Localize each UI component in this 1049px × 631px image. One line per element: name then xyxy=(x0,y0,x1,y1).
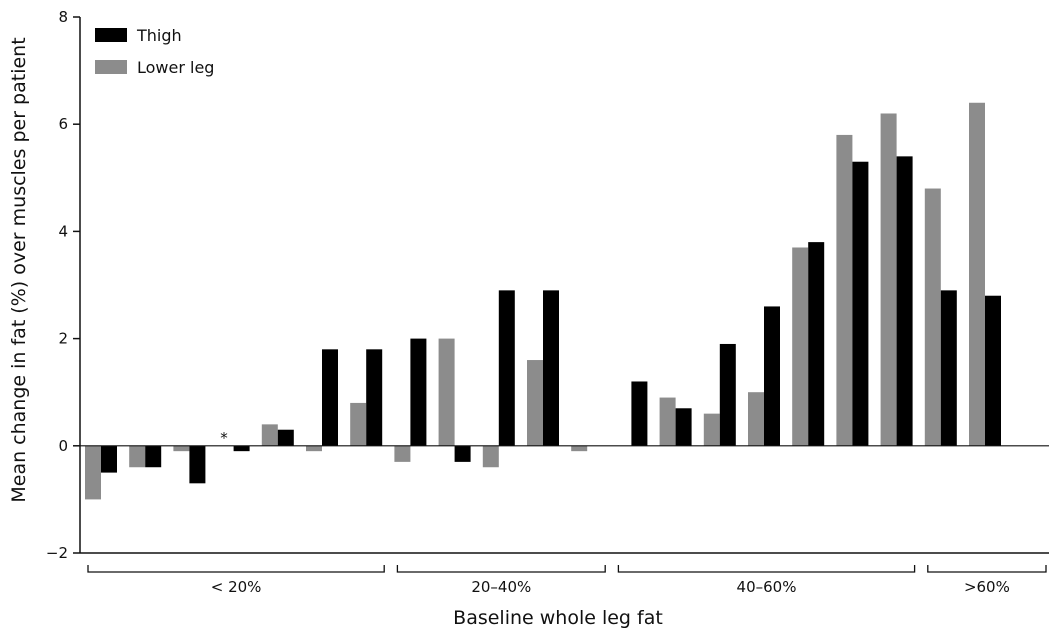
bar-lower-leg xyxy=(659,397,676,446)
y-tick-label: 8 xyxy=(58,8,68,26)
group-label: 20–40% xyxy=(471,578,531,596)
group-label: >60% xyxy=(964,578,1010,596)
group-bracket xyxy=(87,565,385,573)
group-label: 40–60% xyxy=(737,578,797,596)
bar-thigh xyxy=(543,290,559,446)
bar-thigh xyxy=(498,290,515,446)
y-tick-label: −2 xyxy=(46,544,68,562)
bar-lower-leg xyxy=(703,413,720,446)
y-ticks: −2 0 2 4 6 8 xyxy=(46,8,80,562)
group-bracket xyxy=(396,565,606,573)
bar-lower-leg xyxy=(85,445,101,500)
bar-lower-leg xyxy=(924,188,941,446)
bar-lower-leg xyxy=(527,360,543,446)
group-label: < 20% xyxy=(211,578,262,596)
bar-thigh xyxy=(189,445,206,484)
bar-lower-leg xyxy=(306,445,322,452)
bar-lower-leg xyxy=(173,445,190,452)
bar-lower-leg xyxy=(748,392,764,446)
bar-thigh xyxy=(852,161,869,446)
bar-thigh xyxy=(322,349,338,446)
bar-thigh xyxy=(233,445,250,452)
bar-thigh xyxy=(719,343,736,446)
bar-thigh xyxy=(940,290,957,446)
bar-thigh xyxy=(366,349,383,446)
bar-lower-leg xyxy=(792,247,809,446)
bar-thigh xyxy=(764,306,780,446)
y-tick-label: 0 xyxy=(58,437,68,455)
bar-lower-leg xyxy=(129,445,146,468)
bar-lower-leg xyxy=(438,338,455,446)
bar-lower-leg xyxy=(394,445,411,462)
bar-thigh xyxy=(410,338,427,446)
bar-thigh xyxy=(145,445,162,468)
group-bracket xyxy=(617,565,916,573)
y-tick-label: 2 xyxy=(58,330,68,348)
legend-swatch-lower-leg xyxy=(95,60,127,74)
legend-label-lower-leg: Lower leg xyxy=(137,58,214,77)
legend-label-thigh: Thigh xyxy=(136,26,182,45)
bar-lower-leg xyxy=(880,113,897,446)
y-tick-label: 4 xyxy=(58,222,68,240)
bar-lower-leg xyxy=(836,134,853,446)
bar-thigh xyxy=(675,408,692,446)
y-axis-title: Mean change in fat (%) over muscles per … xyxy=(8,37,30,502)
bar-lower-leg xyxy=(969,102,985,446)
bar-thigh xyxy=(277,429,294,446)
bar-thigh xyxy=(985,295,1001,446)
annotation-asterisk: * xyxy=(220,429,228,447)
y-tick-label: 6 xyxy=(58,115,68,133)
bar-lower-leg xyxy=(350,402,367,446)
group-bracket xyxy=(927,565,1047,573)
bar-thigh xyxy=(896,156,913,446)
x-axis-title: Baseline whole leg fat xyxy=(453,607,663,629)
plot-area: * xyxy=(85,102,1001,500)
bar-thigh xyxy=(808,242,825,446)
legend-swatch-thigh xyxy=(95,28,127,42)
bar-lower-leg xyxy=(482,445,499,468)
group-brackets: < 20% 20–40% 40–60% >60% xyxy=(87,565,1047,596)
bar-lower-leg xyxy=(261,424,278,446)
bar-thigh xyxy=(454,445,471,462)
legend: Thigh Lower leg xyxy=(95,26,214,77)
bar-thigh xyxy=(631,381,648,446)
bar-thigh xyxy=(101,445,117,473)
bar-lower-leg xyxy=(571,445,588,452)
